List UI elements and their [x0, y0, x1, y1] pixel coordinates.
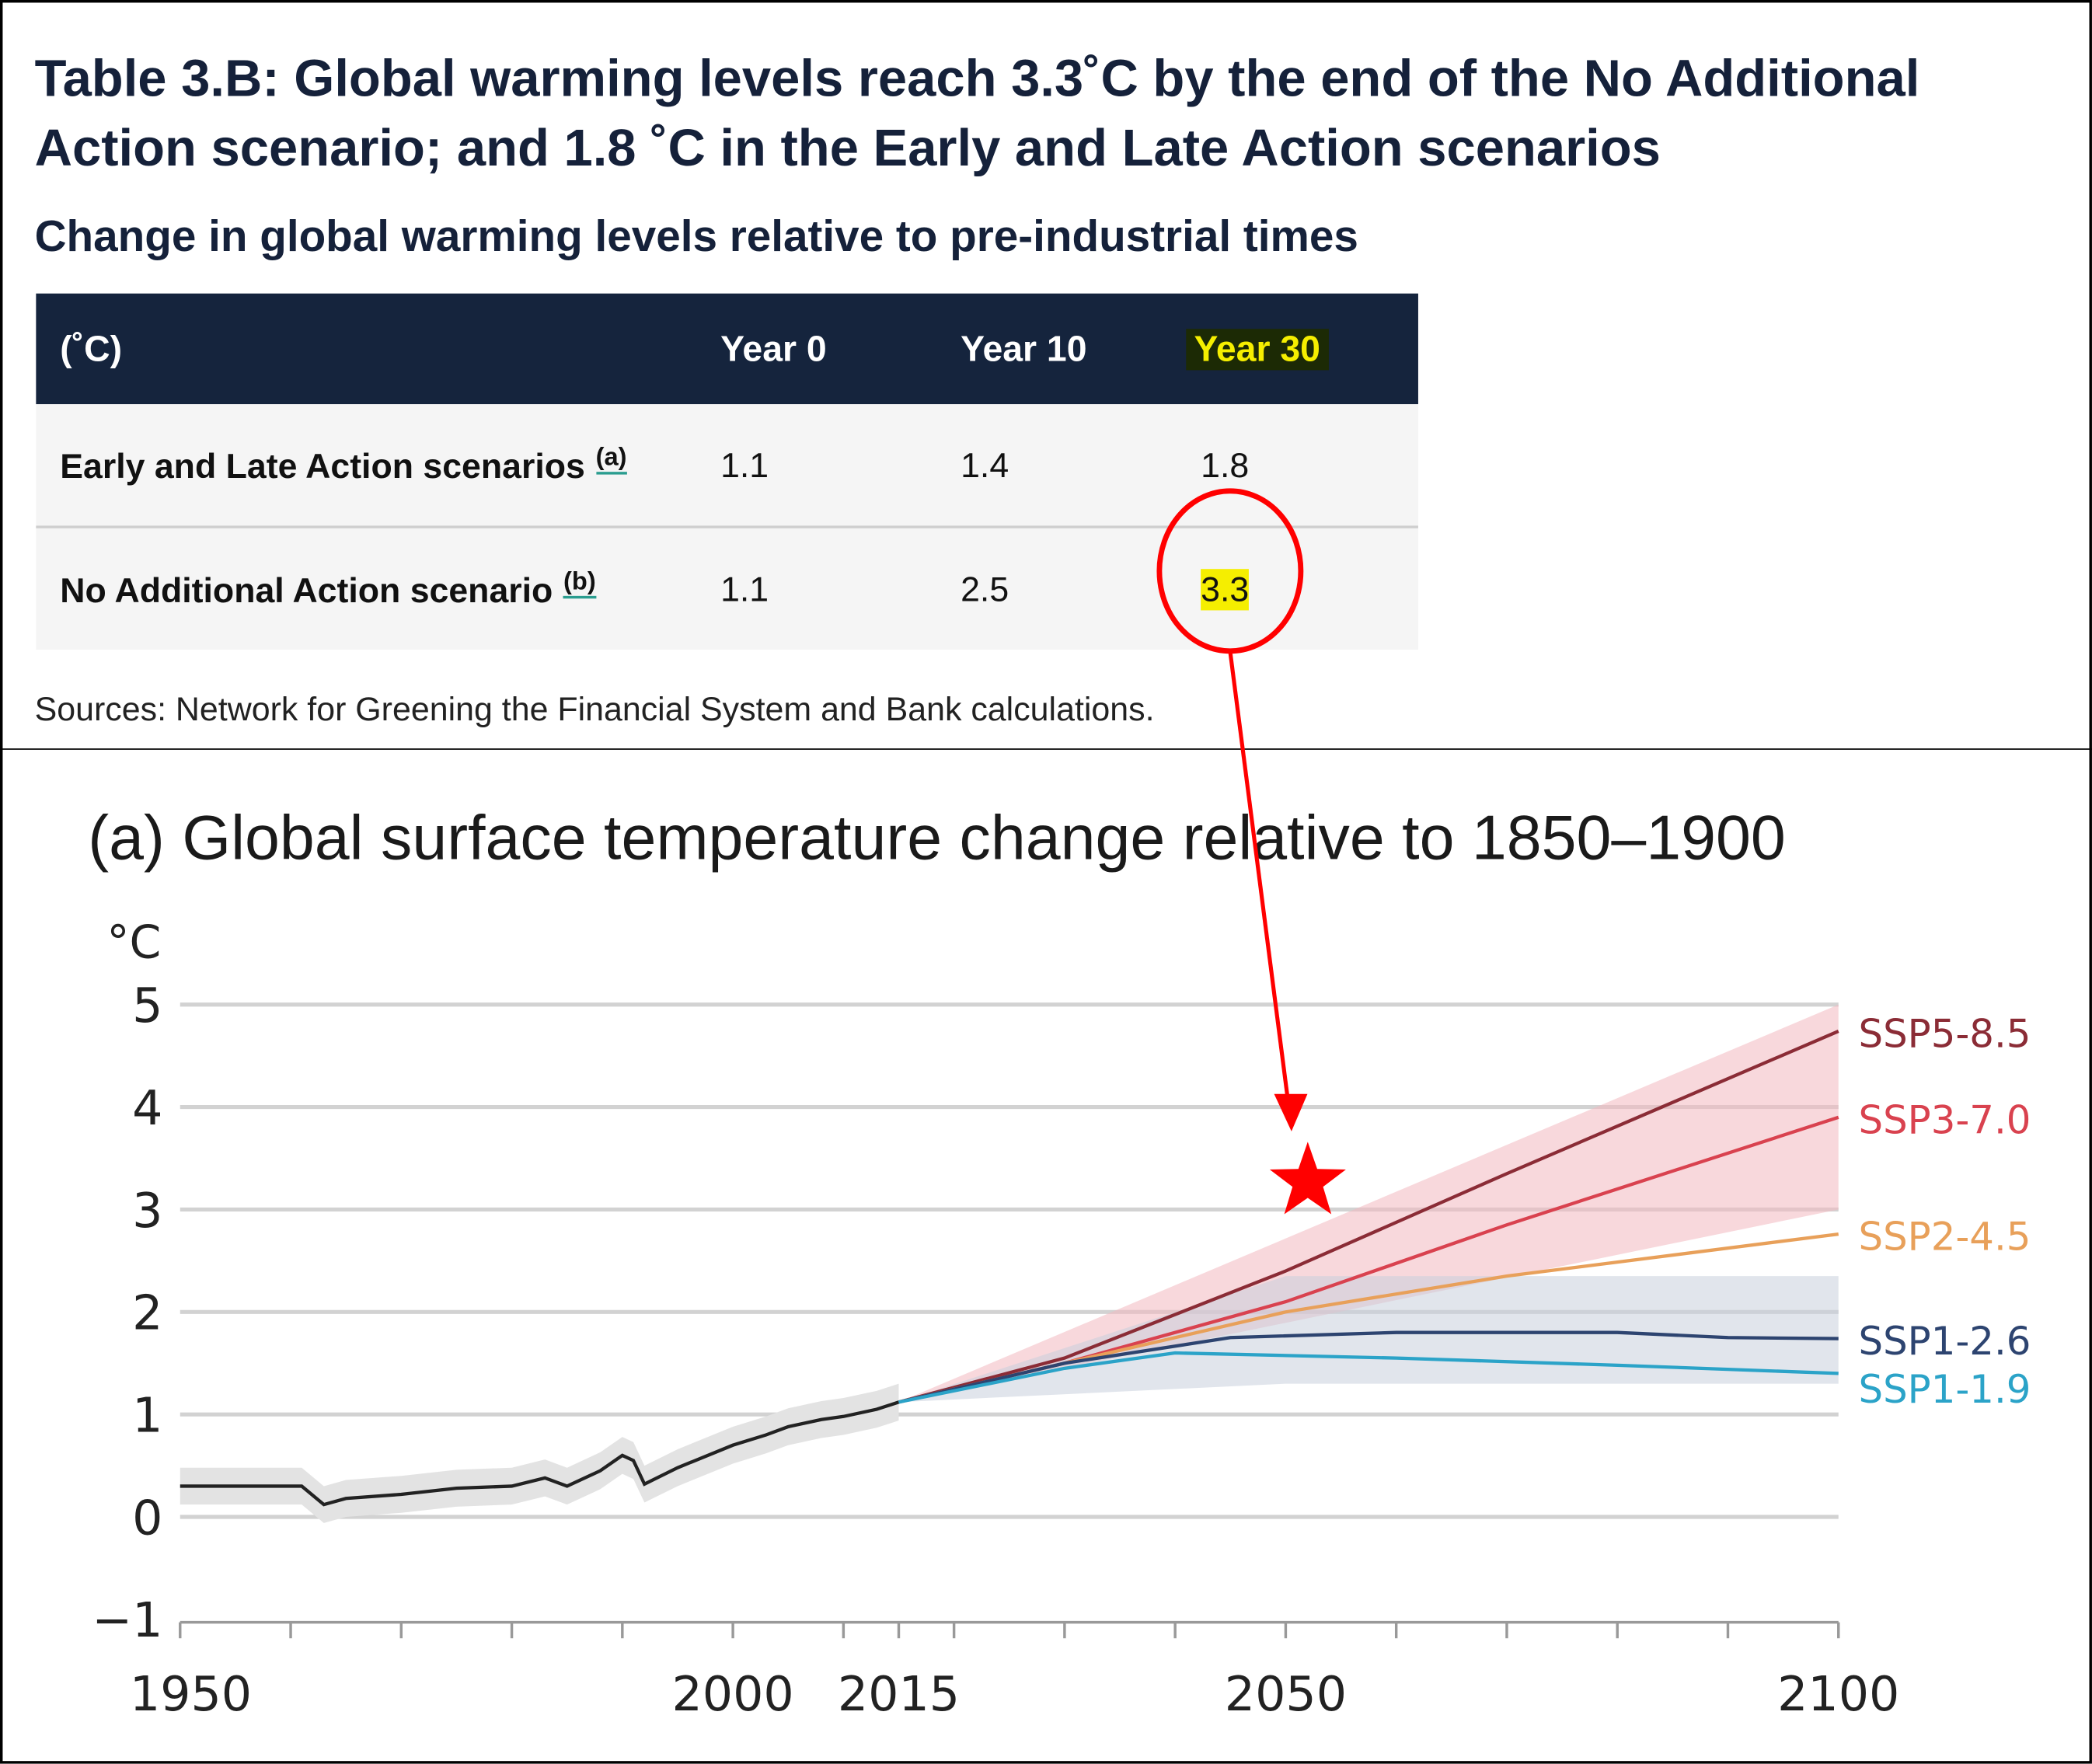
cell-value: 1.1 — [720, 444, 769, 485]
y-tick-label: 1 — [132, 1387, 162, 1443]
cell-value: 1.8 — [1201, 444, 1250, 485]
band-high-range — [898, 1004, 1839, 1403]
series-label: SSP1-2.6 — [1859, 1319, 2031, 1364]
cell-value: 1.4 — [961, 444, 1009, 485]
historical-uncertainty-band — [180, 1383, 899, 1523]
table-header: (˚C) Year 0 Year 10 Year 30 — [36, 293, 1418, 405]
arrow-line — [1228, 650, 1290, 1097]
x-tick-label: 2100 — [1777, 1666, 1899, 1722]
highlight-circle — [1156, 488, 1304, 654]
warming-table: (˚C) Year 0 Year 10 Year 30 Early and La… — [36, 293, 1418, 650]
x-tick-label: 2000 — [671, 1666, 793, 1722]
chart-title: (a) Global surface temperature change re… — [88, 801, 1786, 873]
series-label: SSP5-8.5 — [1859, 1012, 2031, 1057]
x-tick-label: 2015 — [838, 1666, 960, 1722]
header-year-10: Year 10 — [961, 328, 1087, 368]
y-tick-label: 5 — [132, 978, 162, 1034]
x-tick-label: 2050 — [1225, 1666, 1347, 1722]
y-tick-label: 0 — [132, 1490, 162, 1546]
series-line-ssp5-8.5 — [898, 1030, 1839, 1404]
cell-value: 1.1 — [720, 568, 769, 608]
band-low-range — [898, 1276, 1839, 1403]
cell-value-highlighted: 3.3 — [1201, 568, 1250, 610]
series-label: SSP1-1.9 — [1859, 1367, 2031, 1412]
y-tick-label: 4 — [132, 1080, 162, 1136]
table-subtitle: Change in global warming levels relative… — [34, 211, 1358, 260]
star-icon — [1269, 1142, 1346, 1215]
section-divider — [0, 748, 2092, 751]
cell-value: 2.5 — [961, 568, 1009, 608]
header-year-0: Year 0 — [720, 328, 827, 368]
table-row: No Additional Action scenario (b) 1.1 2.5… — [36, 525, 1418, 650]
y-tick-label: −1 — [92, 1592, 162, 1648]
y-axis-label: °C — [106, 916, 161, 969]
x-tick-label: 1950 — [130, 1666, 252, 1722]
footnote-link[interactable]: (b) — [563, 567, 596, 598]
series-line-ssp1-1.9 — [898, 1351, 1839, 1404]
table-title: Table 3.B: Global warming levels reach 3… — [34, 51, 1920, 178]
header-year-30: Year 30 — [1186, 328, 1329, 370]
y-tick-label: 3 — [132, 1183, 162, 1239]
header-unit: (˚C) — [60, 328, 123, 368]
series-line-ssp1-2.6 — [898, 1330, 1839, 1404]
row-label: Early and Late Action scenarios (a) — [60, 443, 627, 486]
row-label: No Additional Action scenario (b) — [60, 567, 596, 610]
historical-line — [180, 1400, 900, 1507]
series-label: SSP2-4.5 — [1859, 1215, 2031, 1260]
series-label: SSP3-7.0 — [1859, 1097, 2031, 1142]
footnote-link[interactable]: (a) — [595, 443, 627, 474]
arrow-head-icon — [1274, 1093, 1308, 1131]
y-tick-label: 2 — [132, 1285, 162, 1341]
table-source: Sources: Network for Greening the Financ… — [34, 691, 1155, 729]
